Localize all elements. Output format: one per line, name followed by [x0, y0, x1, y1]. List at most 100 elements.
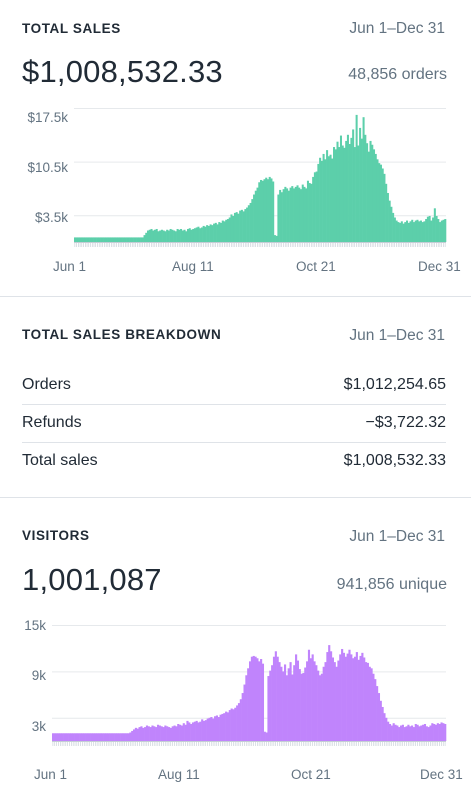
chart-bar	[324, 662, 327, 741]
chart-bar	[360, 138, 363, 242]
chart-bar	[285, 675, 288, 741]
chart-bar	[270, 178, 273, 242]
chart-bar	[412, 222, 416, 242]
chart-bar	[141, 237, 144, 242]
chart-bar	[197, 226, 200, 242]
chart-bar	[411, 725, 414, 741]
total-sales-date-range[interactable]: Jun 1–Dec 31	[349, 20, 445, 37]
chart-bar	[393, 217, 396, 242]
chart-bar	[258, 661, 261, 741]
chart-bar	[151, 725, 154, 741]
chart-bar	[280, 192, 283, 242]
chart-bar	[109, 733, 112, 741]
chart-bar	[145, 725, 149, 741]
chart-bar	[180, 725, 184, 741]
chart-bar	[59, 733, 62, 741]
chart-bar	[402, 223, 405, 242]
chart-bar	[313, 172, 316, 242]
chart-bar	[348, 649, 351, 741]
x-tick-label: Dec 31	[418, 259, 461, 274]
y-tick-label: 15k	[24, 618, 46, 633]
chart-bar	[283, 664, 287, 741]
chart-bar	[239, 699, 242, 741]
chart-bar	[129, 237, 132, 242]
chart-bar	[249, 661, 252, 741]
chart-bar	[157, 231, 160, 242]
chart-bar	[263, 179, 266, 242]
chart-bar	[291, 674, 294, 741]
chart-bar	[201, 719, 204, 741]
chart-bar	[131, 237, 134, 242]
chart-bar	[355, 114, 358, 242]
chart-bar	[416, 724, 419, 741]
chart-bar	[304, 667, 307, 741]
chart-bar	[114, 733, 117, 741]
chart-bar	[299, 189, 303, 242]
chart-bar	[254, 190, 257, 242]
chart-bar	[293, 665, 296, 741]
chart-bar	[136, 237, 139, 242]
breakdown-row-orders: Orders $1,012,254.65	[22, 366, 446, 405]
chart-bar	[221, 713, 224, 741]
chart-bar	[52, 733, 55, 741]
chart-bar	[193, 721, 196, 741]
chart-bar	[252, 655, 255, 741]
chart-bar	[236, 705, 239, 741]
chart-bar	[138, 237, 141, 242]
chart-bar	[331, 657, 334, 741]
sales-bar-chart[interactable]	[74, 108, 447, 252]
chart-bar	[188, 722, 191, 741]
chart-bar	[129, 732, 132, 741]
chart-bar	[237, 703, 241, 741]
y-tick-label: $10.5k	[27, 160, 68, 175]
chart-bar	[322, 153, 325, 242]
visitors-bar-chart[interactable]	[52, 625, 447, 751]
chart-bar	[232, 709, 235, 741]
chart-bar	[422, 724, 425, 741]
breakdown-label: Refunds	[22, 414, 82, 431]
chart-bar	[105, 733, 108, 741]
chart-bar	[366, 143, 369, 242]
chart-bar	[404, 222, 407, 242]
chart-bar	[230, 708, 233, 741]
visitors-card: VISITORS Jun 1–Dec 31 1,001,087 941,856 …	[0, 498, 471, 790]
chart-bar	[289, 662, 292, 741]
chart-bar	[155, 727, 158, 741]
chart-bar	[322, 666, 325, 741]
breakdown-date-range[interactable]: Jun 1–Dec 31	[349, 327, 445, 344]
chart-bar	[133, 729, 136, 741]
chart-bar	[271, 665, 274, 741]
chart-bar	[206, 225, 209, 242]
chart-bar	[250, 656, 253, 741]
chart-bar	[152, 230, 155, 242]
chart-bar	[333, 662, 336, 741]
chart-bar	[107, 733, 110, 741]
chart-bar	[89, 237, 92, 242]
visitors-date-range[interactable]: Jun 1–Dec 31	[349, 528, 445, 545]
chart-bar	[215, 715, 218, 741]
chart-bar	[230, 214, 233, 242]
chart-bar	[412, 727, 415, 741]
chart-bar	[286, 188, 289, 242]
chart-bar	[134, 237, 137, 242]
chart-bar	[376, 686, 379, 741]
chart-bar	[94, 237, 97, 242]
chart-bar	[74, 733, 77, 741]
chart-bar	[315, 171, 318, 242]
chart-bar	[112, 733, 115, 741]
chart-bar	[345, 140, 348, 242]
chart-bar	[186, 720, 189, 741]
chart-bar	[119, 237, 122, 242]
chart-bar	[90, 733, 93, 741]
chart-bar	[341, 648, 344, 741]
chart-bar	[175, 726, 178, 741]
chart-bar	[333, 147, 336, 242]
chart-bar	[254, 656, 257, 741]
chart-bar	[91, 237, 94, 242]
chart-bar	[330, 651, 333, 741]
chart-bar	[326, 652, 329, 741]
chart-bar	[279, 189, 282, 242]
chart-bar	[100, 237, 103, 242]
chart-bar	[253, 194, 256, 242]
chart-bar	[346, 134, 349, 242]
